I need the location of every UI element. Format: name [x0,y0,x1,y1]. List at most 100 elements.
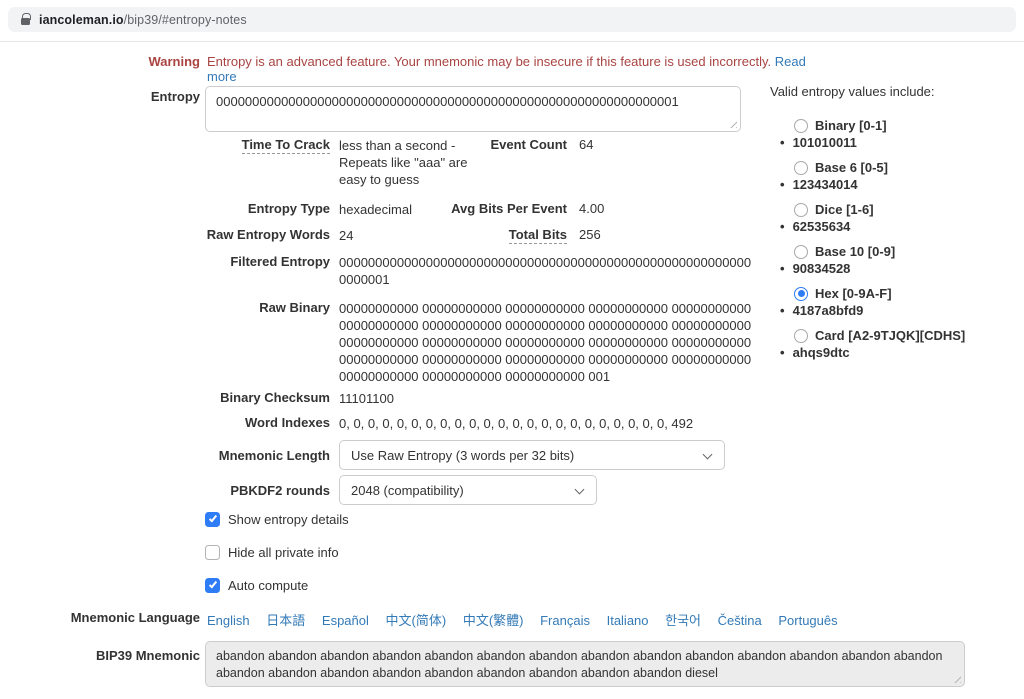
options-checkbox-group: Show entropy details Hide all private in… [205,511,349,610]
bullet-icon: • [780,303,785,318]
entropy-radio-base6[interactable]: Base 6 [0-5] [770,159,1022,176]
radio-icon[interactable] [794,160,808,175]
entropy-radio-card[interactable]: Card [A2-9TJQK][CDHS] [770,327,1022,344]
entropy-option-card: Card [A2-9TJQK][CDHS] • ahqs9dtc [770,327,1022,361]
radio-icon[interactable] [794,328,808,343]
warning-label: Warning [148,54,200,69]
auto-compute-checkbox-row[interactable]: Auto compute [205,577,349,593]
mnemonic-length-select[interactable]: Use Raw Entropy (3 words per 32 bits) [339,440,725,470]
language-link-korean[interactable]: 한국어 [665,613,702,628]
radio-icon[interactable] [794,118,808,133]
entropy-label: Entropy [150,89,200,104]
bip39-mnemonic-label: BIP39 Mnemonic [95,648,200,663]
page-url[interactable]: iancoleman.io/bip39/#entropy-notes [39,13,247,27]
checkbox-icon[interactable] [205,511,220,527]
entropy-option-label: Card [A2-9TJQK][CDHS] [815,328,966,343]
entropy-example-value: 90834528 [792,261,851,276]
stats-row-raw-binary: Raw Binary 00000000000 00000000000 00000… [205,300,753,385]
stats-row-binary-checksum: Binary Checksum 11101100 [205,390,753,407]
entropy-option-label: Base 10 [0-9] [815,244,896,259]
language-link-portuguese[interactable]: Português [778,613,838,628]
chevron-down-icon [702,449,713,460]
entropy-option-example: • 62535634 [770,218,1022,235]
entropy-radio-binary[interactable]: Binary [0-1] [770,117,1022,134]
entropy-option-binary: Binary [0-1] • 101010011 [770,117,1022,151]
lock-icon[interactable] [21,13,31,25]
language-link-japanese[interactable]: 日本語 [266,613,306,628]
entropy-option-example: • 90834528 [770,260,1022,277]
chevron-down-icon [574,484,585,495]
pbkdf2-rounds-label: PBKDF2 rounds [230,482,330,498]
checkbox-label: Auto compute [228,577,309,593]
entropy-radio-dice[interactable]: Dice [1-6] [770,201,1022,218]
read-more-link[interactable]: Read more [207,54,806,84]
raw-binary-value: 00000000000 00000000000 00000000000 0000… [339,301,752,384]
entropy-option-base10: Base 10 [0-9] • 90834528 [770,243,1022,277]
entropy-example-value: ahqs9dtc [792,345,850,360]
show-entropy-details-checkbox-row[interactable]: Show entropy details [205,511,349,527]
valid-entropy-panel: Valid entropy values include: Binary [0-… [770,84,1022,369]
bullet-icon: • [780,135,785,150]
entropy-type-label: Entropy Type [247,201,330,216]
radio-icon[interactable] [794,286,808,301]
entropy-option-example: • 123434014 [770,176,1022,193]
total-bits-label: Total Bits [508,227,567,244]
language-link-french[interactable]: Français [540,613,590,628]
raw-binary-label: Raw Binary [259,300,330,315]
stats-row-entropy-type: Entropy Type hexadecimal Avg Bits Per Ev… [205,201,753,218]
avg-bits-per-event-value: 4.00 [579,201,605,216]
entropy-example-value: 4187a8bfd9 [792,303,864,318]
warning-message-text: Entropy is an advanced feature. Your mne… [207,54,775,69]
entropy-type-value: hexadecimal [339,202,412,217]
radio-icon[interactable] [794,202,808,217]
entropy-option-hex: Hex [0-9A-F] • 4187a8bfd9 [770,285,1022,319]
binary-checksum-label: Binary Checksum [220,390,330,405]
bip39-mnemonic-value: abandon abandon abandon abandon abandon … [216,649,943,680]
language-link-list: English 日本語 Español 中文(简体) 中文(繁體) França… [207,610,907,629]
time-to-crack-value: less than a second - Repeats like "aaa" … [339,138,468,187]
stats-row-mnemonic-length: Mnemonic Length Use Raw Entropy (3 words… [205,440,753,470]
bullet-icon: • [780,345,785,360]
bip39-mnemonic-output[interactable]: abandon abandon abandon abandon abandon … [205,641,965,687]
entropy-radio-base10[interactable]: Base 10 [0-9] [770,243,1022,260]
checkbox-label: Hide all private info [228,544,339,560]
entropy-details-panel: Time To Crack less than a second - Repea… [205,137,753,505]
hide-private-info-checkbox-row[interactable]: Hide all private info [205,544,349,560]
entropy-option-example: • 4187a8bfd9 [770,302,1022,319]
check-icon [208,579,217,589]
entropy-option-base6: Base 6 [0-5] • 123434014 [770,159,1022,193]
language-link-italian[interactable]: Italiano [606,613,649,628]
entropy-option-label: Dice [1-6] [815,202,874,217]
entropy-radio-hex[interactable]: Hex [0-9A-F] [770,285,1022,302]
language-link-spanish[interactable]: Español [321,613,369,628]
bullet-icon: • [780,177,785,192]
entropy-value: 0000000000000000000000000000000000000000… [216,94,679,109]
resize-grip-icon[interactable] [952,674,961,683]
resize-grip-icon[interactable] [728,119,737,128]
browser-address-bar[interactable]: iancoleman.io/bip39/#entropy-notes [8,7,1016,32]
radio-dot-icon [797,290,805,297]
entropy-option-label: Binary [0-1] [815,118,887,133]
event-count-value: 64 [579,137,594,152]
entropy-example-value: 62535634 [792,219,851,234]
word-indexes-label: Word Indexes [244,415,330,430]
pbkdf2-rounds-select[interactable]: 2048 (compatibility) [339,475,597,505]
radio-icon[interactable] [794,244,808,259]
language-link-czech[interactable]: Čeština [717,613,762,628]
stats-row-filtered-entropy: Filtered Entropy 00000000000000000000000… [205,254,753,288]
checkbox-icon[interactable] [205,577,220,593]
time-to-crack-label: Time To Crack [241,137,330,154]
raw-entropy-words-label: Raw Entropy Words [206,227,330,242]
stats-row-time-to-crack: Time To Crack less than a second - Repea… [205,137,753,188]
entropy-input[interactable]: 0000000000000000000000000000000000000000… [205,86,741,132]
language-link-chinese-simplified[interactable]: 中文(简体) [385,613,447,628]
stats-row-pbkdf2-rounds: PBKDF2 rounds 2048 (compatibility) [205,475,753,505]
checkbox-icon[interactable] [205,544,220,560]
binary-checksum-value: 11101100 [339,391,394,406]
entropy-option-label: Base 6 [0-5] [815,160,888,175]
warning-message: Entropy is an advanced feature. Your mne… [207,54,807,84]
entropy-example-value: 101010011 [792,135,857,150]
language-link-english[interactable]: English [207,613,250,628]
language-link-chinese-traditional[interactable]: 中文(繁體) [462,613,524,628]
bullet-icon: • [780,219,785,234]
